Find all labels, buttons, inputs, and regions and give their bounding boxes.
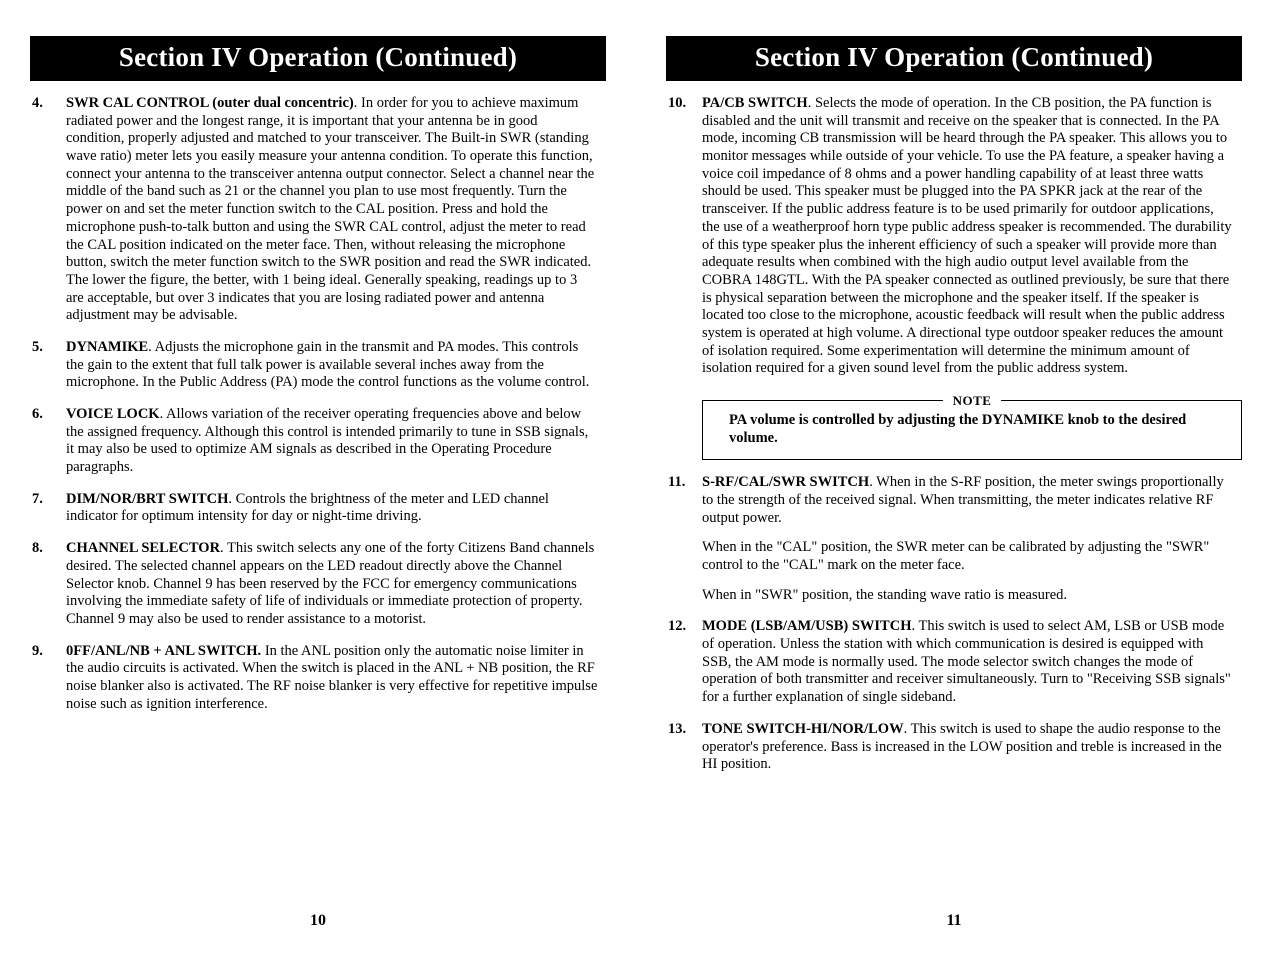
item-title: CHANNEL SELECTOR [66,540,220,556]
left-section-header: Section IV Operation (Continued) [30,36,606,81]
item-number: 6. [30,406,66,477]
note-label-wrap: NOTE [703,392,1241,410]
item-body: 0FF/ANL/NB + ANL SWITCH. In the ANL posi… [66,643,606,714]
item-title: TONE SWITCH-HI/NOR/LOW [702,721,904,737]
list-item: 13. TONE SWITCH-HI/NOR/LOW. This switch … [666,721,1242,774]
page-number: 10 [30,912,606,934]
list-item: 8. CHANNEL SELECTOR. This switch selects… [30,540,606,628]
item-body: DYNAMIKE. Adjusts the microphone gain in… [66,339,606,392]
item-title: 0FF/ANL/NB + ANL SWITCH. [66,643,261,659]
note-label: NOTE [943,393,1002,408]
item-title: PA/CB SWITCH [702,95,808,111]
item-body: DIM/NOR/BRT SWITCH. Controls the brightn… [66,491,606,526]
item-number: 13. [666,721,702,774]
list-item: 7. DIM/NOR/BRT SWITCH. Controls the brig… [30,491,606,526]
item-body: MODE (LSB/AM/USB) SWITCH. This switch is… [702,618,1242,706]
list-item: 11. S-RF/CAL/SWR SWITCH. When in the S-R… [666,474,1242,604]
item-body: TONE SWITCH-HI/NOR/LOW. This switch is u… [702,721,1242,774]
item-title: MODE (LSB/AM/USB) SWITCH [702,618,911,634]
item-body: VOICE LOCK. Allows variation of the rece… [66,406,606,477]
right-page: Section IV Operation (Continued) 10. PA/… [636,0,1272,954]
item-number: 10. [666,95,702,378]
item-title: DIM/NOR/BRT SWITCH [66,491,228,507]
right-section-header: Section IV Operation (Continued) [666,36,1242,81]
left-page: Section IV Operation (Continued) 4. SWR … [0,0,636,954]
list-item: 5. DYNAMIKE. Adjusts the microphone gain… [30,339,606,392]
item-number: 5. [30,339,66,392]
item-text: When in "SWR" position, the standing wav… [702,587,1234,605]
item-body: PA/CB SWITCH. Selects the mode of operat… [702,95,1242,378]
item-number: 8. [30,540,66,628]
item-title: S-RF/CAL/SWR SWITCH [702,474,869,490]
list-item: 12. MODE (LSB/AM/USB) SWITCH. This switc… [666,618,1242,706]
note-text: PA volume is controlled by adjusting the… [729,411,1215,447]
item-title: DYNAMIKE [66,339,148,355]
item-body: SWR CAL CONTROL (outer dual concentric).… [66,95,606,325]
item-text: . Selects the mode of operation. In the … [702,95,1232,376]
list-item: 10. PA/CB SWITCH. Selects the mode of op… [666,95,1242,378]
list-item: 4. SWR CAL CONTROL (outer dual concentri… [30,95,606,325]
item-body: CHANNEL SELECTOR. This switch selects an… [66,540,606,628]
list-item: 9. 0FF/ANL/NB + ANL SWITCH. In the ANL p… [30,643,606,714]
item-text: When in the "CAL" position, the SWR mete… [702,539,1234,574]
item-number: 4. [30,95,66,325]
item-number: 11. [666,474,702,604]
item-body: S-RF/CAL/SWR SWITCH. When in the S-RF po… [702,474,1242,604]
list-item: 6. VOICE LOCK. Allows variation of the r… [30,406,606,477]
page-number: 11 [666,912,1242,934]
item-number: 9. [30,643,66,714]
item-number: 7. [30,491,66,526]
item-text: . In order for you to achieve maximum ra… [66,95,594,323]
item-title: VOICE LOCK [66,406,160,422]
note-box: NOTE PA volume is controlled by adjustin… [702,400,1242,460]
item-title: SWR CAL CONTROL (outer dual concentric) [66,95,354,111]
item-number: 12. [666,618,702,706]
